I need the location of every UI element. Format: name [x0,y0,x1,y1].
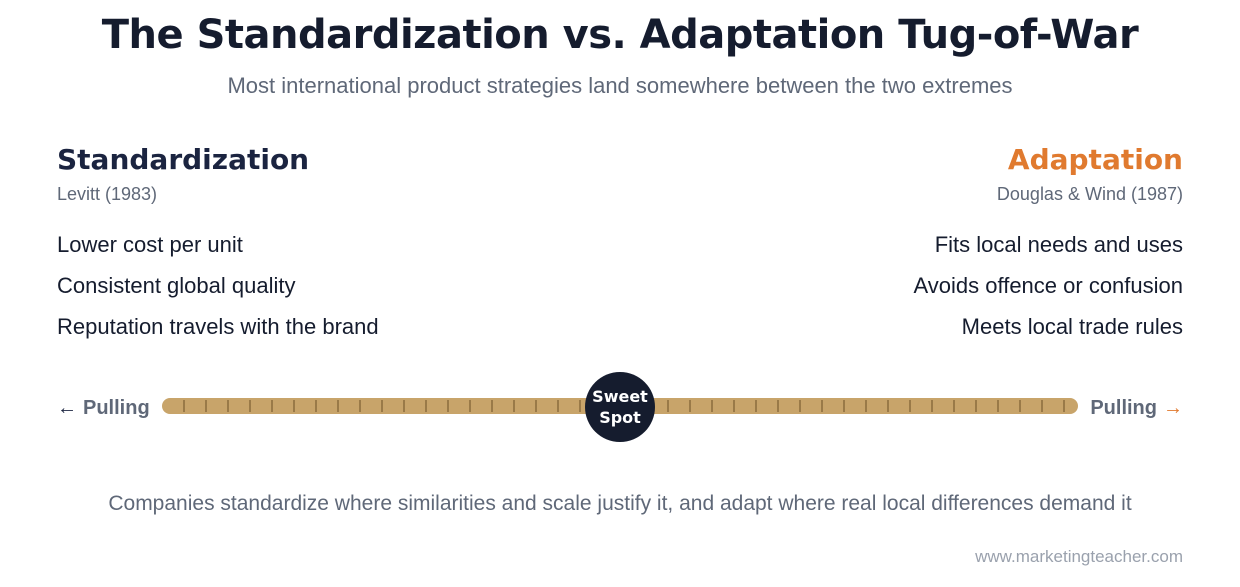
arrow-right-icon: → [1163,397,1183,419]
adaptation-point: Avoids offence or confusion [913,273,1183,298]
sweet-spot-line2: Spot [599,408,641,427]
page-subtitle: Most international product strategies la… [227,73,1013,98]
standardization-points: Lower cost per unit Consistent global qu… [57,224,617,347]
adaptation-points: Fits local needs and uses Avoids offence… [623,224,1183,347]
source-credit: www.marketingteacher.com [975,547,1183,566]
standardization-point: Consistent global quality [57,273,296,298]
arrow-left-icon: ← [57,397,77,419]
standardization-point: Lower cost per unit [57,232,243,257]
standardization-column: Standardization Levitt (1983) Lower cost… [57,140,617,347]
adaptation-point: Fits local needs and uses [934,232,1183,257]
standardization-point: Reputation travels with the brand [57,314,379,339]
adaptation-citation: Douglas & Wind (1987) [996,184,1183,204]
sweet-spot-line1: Sweet [592,387,648,406]
pull-right-label: Pulling → [1090,395,1183,421]
pull-right-text: Pulling [1090,397,1157,419]
conclusion-text: Companies standardize where similarities… [108,492,1132,515]
adaptation-point: Meets local trade rules [961,314,1183,339]
adaptation-heading: Adaptation [1007,143,1183,176]
standardization-heading: Standardization [57,143,310,176]
sweet-spot-knot: Sweet Spot [585,372,655,442]
pull-left-text: Pulling [83,397,150,419]
standardization-citation: Levitt (1983) [57,184,158,204]
pull-left-label: ← Pulling [57,395,150,421]
adaptation-column: Adaptation Douglas & Wind (1987) Fits lo… [623,140,1183,347]
page-title: The Standardization vs. Adaptation Tug-o… [101,12,1139,58]
